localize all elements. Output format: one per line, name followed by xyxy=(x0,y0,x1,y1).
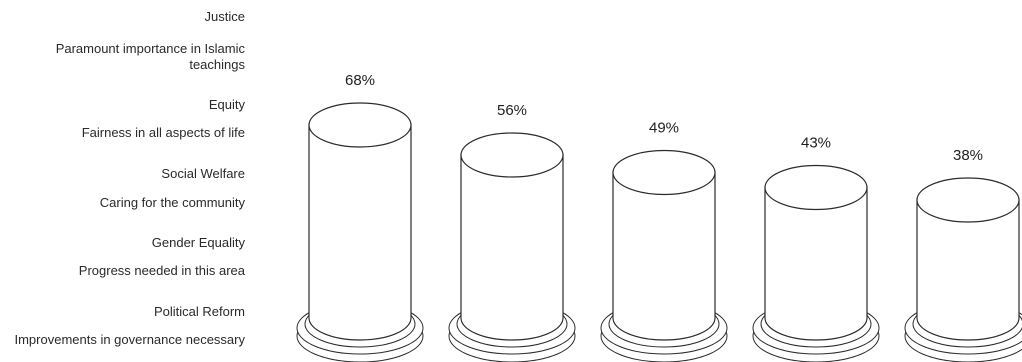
bar-gender-equality: 43% xyxy=(752,135,880,362)
bar-top xyxy=(764,164,868,211)
bar-social-welfare: 49% xyxy=(600,120,728,362)
bar-body xyxy=(916,199,1020,341)
value-label-political-reform: 38% xyxy=(953,147,983,164)
category-label-justice: Justice xyxy=(204,9,245,24)
category-label-gender-equality: Gender Equality xyxy=(151,235,245,250)
category-description-political-reform: Improvements in governance necessary xyxy=(14,332,245,347)
bar-body xyxy=(460,154,564,341)
bar-political-reform: 38% xyxy=(904,147,1022,362)
category-label-equity: Equity xyxy=(208,97,245,112)
category-description-social-welfare: Caring for the community xyxy=(99,195,245,210)
category-label-social-welfare: Social Welfare xyxy=(161,166,245,181)
category-label-list: Justice Paramount importance in Islamic … xyxy=(0,0,245,362)
bar-body xyxy=(612,171,716,341)
bar-equity: 56% xyxy=(448,102,576,362)
bar-top xyxy=(308,102,412,148)
category-label-political-reform: Political Reform xyxy=(153,304,245,319)
value-label-equity: 56% xyxy=(497,102,527,119)
bar-top xyxy=(612,149,716,196)
category-description-equity: Fairness in all aspects of life xyxy=(81,125,245,140)
category-description-justice: Paramount importance in Islamic teaching… xyxy=(55,41,245,72)
bar-body xyxy=(308,124,412,341)
category-description-gender-equality: Progress needed in this area xyxy=(78,263,245,278)
bar-justice: 68% xyxy=(296,72,424,362)
value-label-social-welfare: 49% xyxy=(649,120,679,137)
bar-top xyxy=(916,177,1020,223)
value-label-gender-equality: 43% xyxy=(801,135,831,152)
bar-body xyxy=(764,186,868,341)
value-label-justice: 68% xyxy=(345,72,375,89)
bar-top xyxy=(460,132,564,178)
